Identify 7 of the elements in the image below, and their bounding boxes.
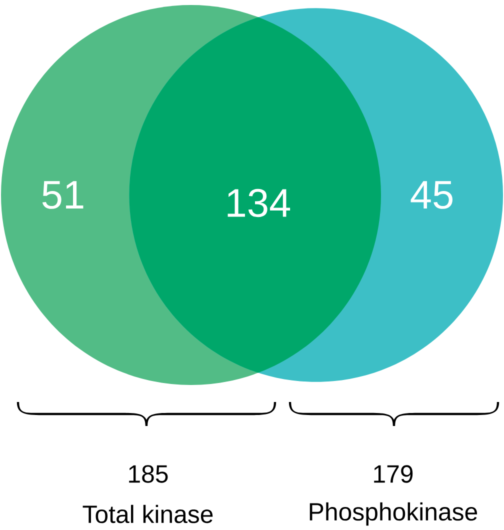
data-label: 51 xyxy=(42,181,84,209)
text: 179 xyxy=(374,465,413,483)
text: Phosphokinase xyxy=(310,502,478,526)
data-label: 134 xyxy=(228,188,290,218)
text: Total kinase xyxy=(82,504,213,524)
text: 185 xyxy=(129,465,168,483)
data-label: 45 xyxy=(410,181,452,209)
